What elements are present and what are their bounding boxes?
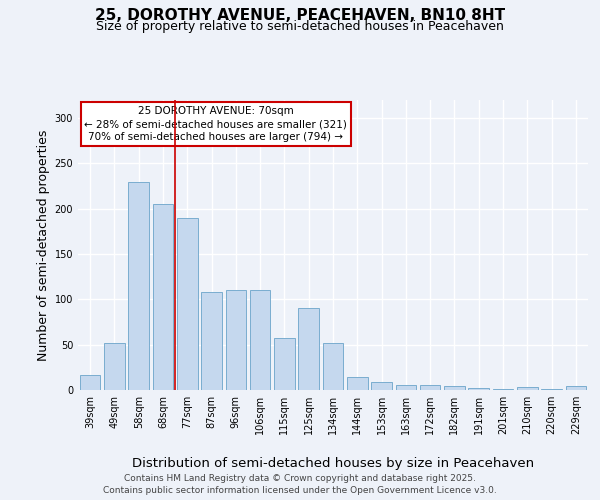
Bar <box>566 386 586 390</box>
Bar <box>493 389 514 390</box>
Bar <box>420 386 440 390</box>
Bar <box>469 388 489 390</box>
Bar <box>541 389 562 390</box>
Bar <box>371 382 392 390</box>
Bar <box>177 218 197 390</box>
Bar <box>152 204 173 390</box>
Text: Contains HM Land Registry data © Crown copyright and database right 2025.
Contai: Contains HM Land Registry data © Crown c… <box>103 474 497 495</box>
Bar <box>201 292 222 390</box>
Bar <box>395 384 416 390</box>
Bar <box>274 338 295 390</box>
Bar <box>250 290 271 390</box>
Text: 25 DOROTHY AVENUE: 70sqm
← 28% of semi-detached houses are smaller (321)
70% of : 25 DOROTHY AVENUE: 70sqm ← 28% of semi-d… <box>84 106 347 142</box>
Text: 25, DOROTHY AVENUE, PEACEHAVEN, BN10 8HT: 25, DOROTHY AVENUE, PEACEHAVEN, BN10 8HT <box>95 8 505 22</box>
Bar <box>128 182 149 390</box>
Bar <box>444 386 465 390</box>
Bar <box>226 290 246 390</box>
Bar <box>347 378 368 390</box>
Bar <box>104 343 125 390</box>
Bar <box>298 308 319 390</box>
Y-axis label: Number of semi-detached properties: Number of semi-detached properties <box>37 130 50 360</box>
Bar <box>80 374 100 390</box>
Bar <box>323 343 343 390</box>
Text: Distribution of semi-detached houses by size in Peacehaven: Distribution of semi-detached houses by … <box>132 458 534 470</box>
Bar <box>517 388 538 390</box>
Text: Size of property relative to semi-detached houses in Peacehaven: Size of property relative to semi-detach… <box>96 20 504 33</box>
